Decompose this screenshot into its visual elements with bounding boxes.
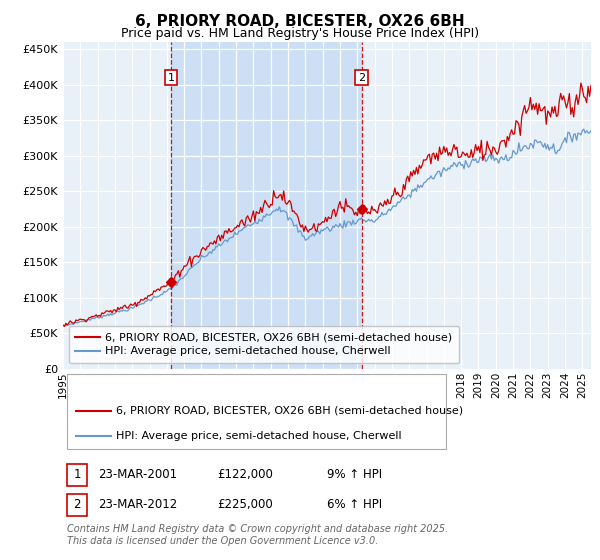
Text: 6, PRIORY ROAD, BICESTER, OX26 6BH: 6, PRIORY ROAD, BICESTER, OX26 6BH	[135, 14, 465, 29]
Bar	[171, 42, 362, 368]
Text: £225,000: £225,000	[217, 498, 273, 511]
Text: Price paid vs. HM Land Registry's House Price Index (HPI): Price paid vs. HM Land Registry's House …	[121, 27, 479, 40]
Text: 23-MAR-2012: 23-MAR-2012	[98, 498, 178, 511]
Text: 1: 1	[73, 468, 81, 481]
Text: £122,000: £122,000	[217, 468, 273, 481]
Text: HPI: Average price, semi-detached house, Cherwell: HPI: Average price, semi-detached house,…	[116, 431, 401, 441]
FancyBboxPatch shape	[67, 493, 87, 516]
Text: 2: 2	[358, 72, 365, 82]
Text: 6% ↑ HPI: 6% ↑ HPI	[327, 498, 382, 511]
Text: 1: 1	[167, 72, 175, 82]
Text: 23-MAR-2001: 23-MAR-2001	[98, 468, 178, 481]
Legend: 6, PRIORY ROAD, BICESTER, OX26 6BH (semi-detached house), HPI: Average price, se: 6, PRIORY ROAD, BICESTER, OX26 6BH (semi…	[68, 326, 459, 363]
Text: 2: 2	[73, 498, 81, 511]
FancyBboxPatch shape	[67, 464, 87, 486]
Text: 6, PRIORY ROAD, BICESTER, OX26 6BH (semi-detached house): 6, PRIORY ROAD, BICESTER, OX26 6BH (semi…	[116, 405, 463, 416]
Text: 9% ↑ HPI: 9% ↑ HPI	[327, 468, 382, 481]
FancyBboxPatch shape	[67, 374, 446, 449]
Text: Contains HM Land Registry data © Crown copyright and database right 2025.
This d: Contains HM Land Registry data © Crown c…	[67, 524, 449, 545]
